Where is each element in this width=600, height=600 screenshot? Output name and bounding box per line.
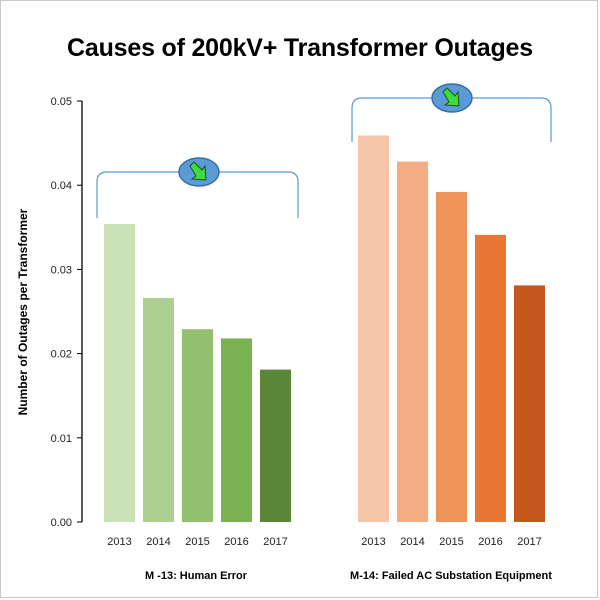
x-tick-label: 2013 (361, 536, 385, 548)
x-tick-label: 2013 (107, 536, 131, 548)
x-tick-labels: 2013 2014 2015 2016 2017 2013 2014 2015 2016 2017 (107, 536, 541, 548)
chart-title: Causes of 200kV+ Transformer Outages (67, 34, 533, 62)
bar-2017-group-1 (260, 369, 291, 522)
x-tick-label: 2016 (478, 536, 502, 548)
group-label-1: M -13: Human Error (145, 570, 248, 582)
bar-2016-group-2 (475, 234, 506, 523)
down-right-arrow-icon (431, 83, 473, 113)
trend-brackets (96, 83, 552, 218)
bar-2015-group-2 (436, 191, 467, 522)
y-tick-label: 0.00 (51, 517, 72, 529)
y-tick-label: 0.05 (51, 96, 72, 108)
y-tick-labels: 0.00 0.01 0.02 0.03 0.04 0.05 (51, 96, 82, 529)
y-tick-label: 0.02 (51, 349, 72, 361)
bar-2013-group-1 (104, 223, 135, 522)
bar-2014-group-2 (397, 161, 428, 522)
bars (104, 135, 545, 523)
x-tick-label: 2017 (517, 536, 541, 548)
bar-2014-group-1 (143, 298, 174, 522)
y-tick-label: 0.01 (51, 433, 72, 445)
bar-2017-group-2 (514, 285, 545, 522)
bar-2013-group-2 (358, 135, 389, 522)
x-tick-label: 2016 (224, 536, 248, 548)
x-tick-label: 2017 (263, 536, 287, 548)
y-tick-label: 0.03 (51, 264, 72, 276)
x-tick-label: 2015 (185, 536, 209, 548)
x-tick-label: 2015 (439, 536, 463, 548)
y-tick-label: 0.04 (51, 180, 72, 192)
group-label-2: M-14: Failed AC Substation Equipment (350, 570, 552, 582)
bar-2016-group-1 (221, 338, 252, 522)
group-labels: M -13: Human Error M-14: Failed AC Substa… (145, 570, 552, 582)
x-tick-label: 2014 (146, 536, 170, 548)
y-axis-label: Number of Outages per Transformer (16, 208, 30, 415)
x-tick-label: 2014 (400, 536, 424, 548)
down-right-arrow-icon (178, 157, 220, 187)
bar-2015-group-1 (182, 329, 213, 522)
